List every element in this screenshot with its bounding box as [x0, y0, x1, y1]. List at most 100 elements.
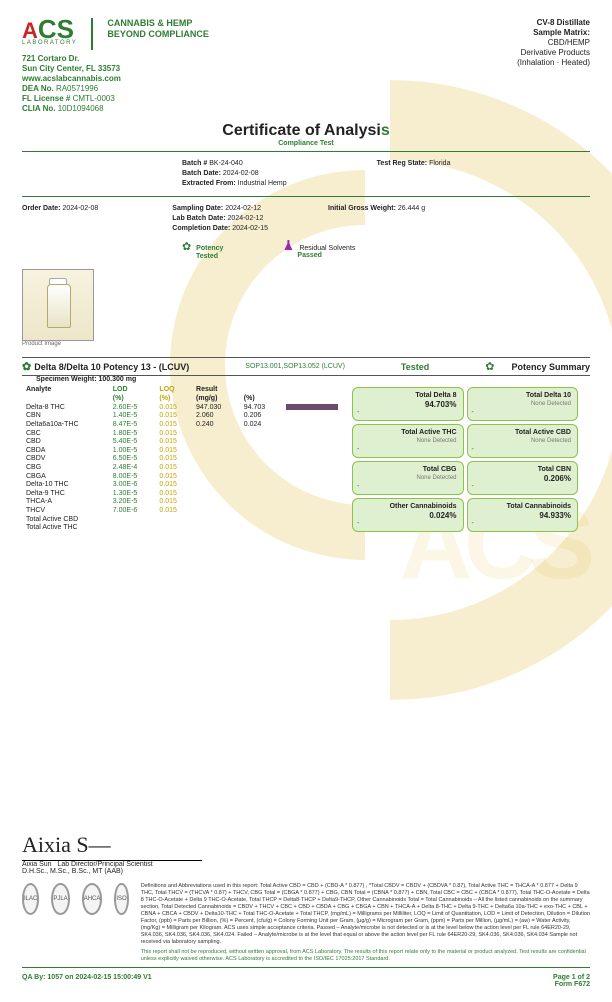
- product-image: [22, 269, 94, 341]
- divider: [22, 967, 590, 968]
- lab-url[interactable]: www.acslabcannabis.com: [22, 74, 121, 83]
- spec-wt-lbl: Specimen Weight:: [36, 376, 97, 383]
- sample-matrix-lbl: Sample Matrix:: [517, 28, 590, 38]
- table-row: CBGA8.00E-50.015: [22, 472, 342, 481]
- col-pct: [240, 385, 282, 394]
- logo-block: ACS LABORATORY CANNABIS & HEMP BEYOND CO…: [22, 18, 209, 50]
- potency-title: Delta 8/Delta 10 Potency 13 - (LCUV): [34, 362, 189, 372]
- table-row: CBDA1.00E-50.015: [22, 446, 342, 455]
- sample-matrix: CBD/HEMP: [517, 38, 590, 48]
- sop-b: 13.001,SOP13.052 (LCUV): [260, 363, 345, 370]
- batch-date: 2024-02-08: [223, 170, 259, 177]
- lab-address: 721 Cortaro Dr. Sun City Center, FL 3357…: [22, 54, 209, 114]
- dea-no: RA0571996: [56, 84, 98, 93]
- badge-2: PJLA: [51, 883, 69, 915]
- coa-title-block: Certificate of Analysis Compliance Test: [22, 122, 590, 147]
- summary-box: Total Active CBDNone Detected-: [467, 424, 579, 458]
- table-row: Delta-10 THC3.00E-60.015: [22, 480, 342, 489]
- labbatch-date: 2024-02-12: [228, 215, 264, 222]
- summary-box: Total Active THCNone Detected-: [352, 424, 464, 458]
- divider: [22, 151, 590, 152]
- acs-logo: ACS LABORATORY: [22, 18, 77, 50]
- batch-lbl: Batch #: [182, 160, 207, 167]
- disclaimer-text: This report shall not be reproduced, wit…: [141, 949, 586, 962]
- table-row: CBD5.40E-50.015: [22, 437, 342, 446]
- table-row: Delta-9 THC1.30E-50.015: [22, 489, 342, 498]
- table-row: Total Active CBD: [22, 515, 342, 524]
- potency-header: ✿Delta 8/Delta 10 Potency 13 - (LCUV) SO…: [22, 357, 590, 376]
- accreditations: ILAC PJLA AHCA ISO Definitions and Abbre…: [22, 883, 590, 963]
- analyte-table: Analyte LOD LOQ Result (%) (%) (mg/g) (%…: [22, 385, 342, 532]
- clia-lbl: CLIA No.: [22, 104, 55, 113]
- signature-scribble: Aixia S—: [22, 832, 590, 858]
- extract-lbl: Extracted From:: [182, 180, 236, 187]
- residual-lbl: Residual Solvents: [299, 245, 355, 252]
- col-analyte: Analyte: [22, 385, 109, 394]
- page: ACS LABORATORY CANNABIS & HEMP BEYOND CO…: [0, 0, 612, 1002]
- logo-divider: [91, 18, 93, 50]
- completion-lbl: Completion Date:: [172, 225, 230, 232]
- potency-summary-title: Potency Summary: [511, 362, 590, 372]
- extract-val: Industrial Hemp: [238, 180, 287, 187]
- leaf-icon: ✿: [182, 241, 191, 253]
- product-block: Product Image: [22, 269, 590, 347]
- table-row: THCV7.00E-60.015: [22, 506, 342, 515]
- sample-deriv: Derivative Products: [517, 48, 590, 58]
- coa-title-b: s: [381, 122, 390, 139]
- coa-title-a: Certificate of Analysi: [222, 122, 381, 139]
- sample-info: CV-8 Distillate Sample Matrix: CBD/HEMP …: [517, 18, 590, 68]
- tagline: CANNABIS & HEMP BEYOND COMPLIANCE: [107, 18, 209, 50]
- footer: QA By: 1057 on 2024-02-15 15:00:49 V1 Pa…: [22, 974, 590, 988]
- order-date: 2024-02-08: [62, 205, 98, 212]
- flask-icon: [283, 240, 293, 250]
- col-loq-unit: (%): [155, 394, 192, 403]
- sig-name: Aixia Sun: [22, 861, 52, 868]
- addr-line2: Sun City Center, FL 33573: [22, 64, 120, 73]
- dea-lbl: DEA No.: [22, 84, 54, 93]
- tested-lbl: Tested: [196, 253, 218, 260]
- summary-box: Total CBGNone Detected-: [352, 461, 464, 495]
- completion-date: 2024-02-15: [232, 225, 268, 232]
- table-row: Delta6a10a-THC8.47E-50.0150.2400.024: [22, 420, 342, 429]
- batch-date-lbl: Batch Date:: [182, 170, 221, 177]
- sampling-date: 2024-02-12: [225, 205, 261, 212]
- product-caption: Product Image: [22, 341, 94, 347]
- table-row: Delta-8 THC2.60E-50.015947.03094.703: [22, 403, 342, 412]
- badge-1: ILAC: [22, 883, 39, 915]
- table-row: CBG2.48E-40.015: [22, 463, 342, 472]
- spec-wt: Specimen Weight: 100.300 mg: [36, 376, 590, 383]
- table-row: CBN1.40E-50.0152.0600.206: [22, 412, 342, 421]
- summary-grid: Total Delta 894.703%-Total Delta 10None …: [352, 387, 578, 532]
- badge-3: AHCA: [82, 883, 103, 915]
- summary-box: Total Cannabinoids94.933%-: [467, 498, 579, 532]
- fl-lbl: FL License #: [22, 94, 70, 103]
- col-loq: LOQ: [155, 385, 192, 394]
- labbatch-lbl: Lab Batch Date:: [172, 215, 225, 222]
- header-left: ACS LABORATORY CANNABIS & HEMP BEYOND CO…: [22, 18, 209, 114]
- col-lod: LOD: [109, 385, 156, 394]
- passed-lbl: Passed: [297, 252, 322, 259]
- reg-val: Florida: [429, 160, 450, 167]
- status-row: ✿ Potency Tested Residual Solvents Passe…: [182, 237, 590, 263]
- batch-no: BK-24-040: [209, 160, 242, 167]
- summary-box: Total Delta 10None Detected-: [467, 387, 579, 421]
- summary-box: Other Cannabinoids0.024%-: [352, 498, 464, 532]
- sig-creds: D.H.Sc., M.Sc., B.Sc., MT (AAB): [22, 868, 590, 875]
- header: ACS LABORATORY CANNABIS & HEMP BEYOND CO…: [22, 18, 590, 114]
- coa-subtitle: Compliance Test: [22, 140, 590, 147]
- order-lbl: Order Date:: [22, 205, 61, 212]
- tested-tag: Tested: [401, 362, 429, 372]
- spec-wt-val: 100.300 mg: [99, 376, 137, 383]
- sig-role: Lab Director/Principal Scientist: [57, 861, 152, 868]
- col-lod-unit: (%): [109, 394, 156, 403]
- addr-line1: 721 Cortaro Dr.: [22, 54, 79, 63]
- table-wrap: Analyte LOD LOQ Result (%) (%) (mg/g) (%…: [22, 385, 590, 532]
- table-row: THCA-A3.20E-50.015: [22, 498, 342, 507]
- table-row: CBDV6.50E-50.015: [22, 455, 342, 464]
- table-row: CBC1.80E-50.015: [22, 429, 342, 438]
- igw-lbl: Initial Gross Weight:: [328, 205, 396, 212]
- tagline-2: BEYOND COMPLIANCE: [107, 29, 209, 40]
- potency-lbl: Potency: [196, 245, 223, 252]
- fl-no: CMTL-0003: [73, 94, 115, 103]
- summary-box: Total CBN0.206%-: [467, 461, 579, 495]
